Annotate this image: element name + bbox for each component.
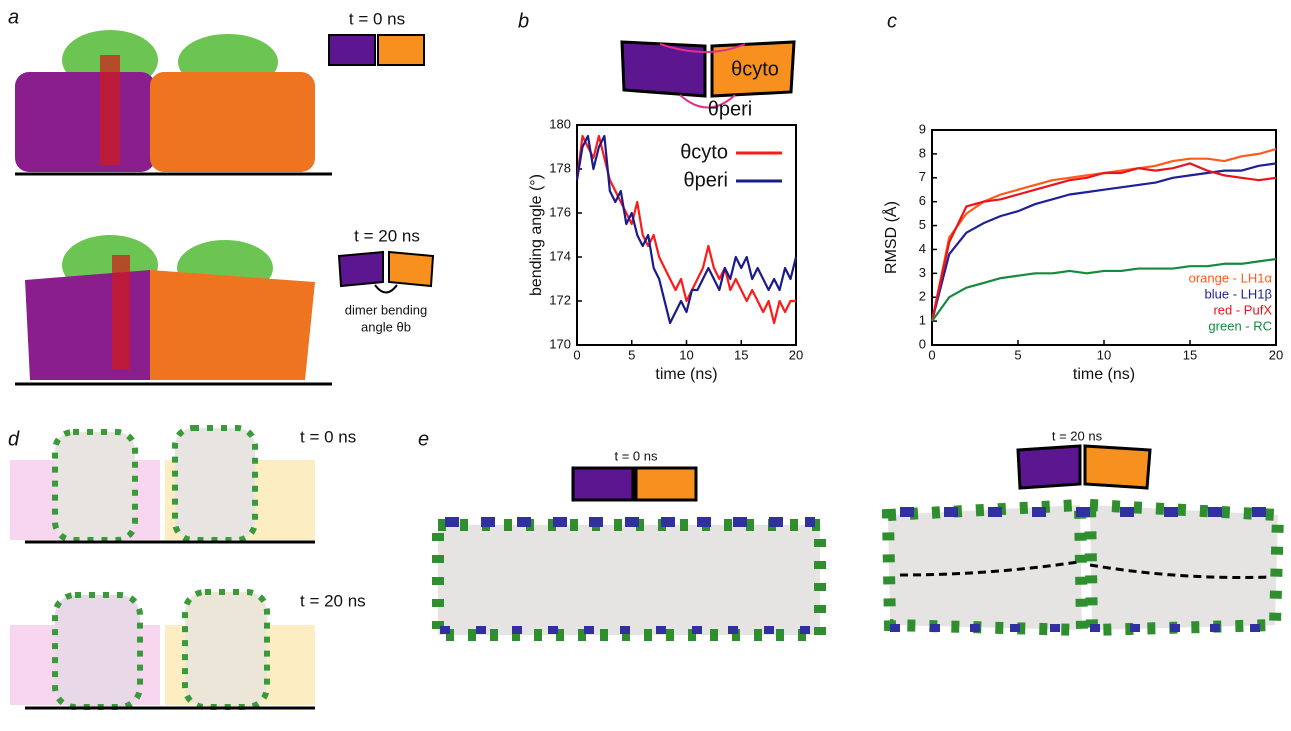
time-label: t = 0 ns: [615, 448, 658, 463]
molecule: [112, 255, 130, 370]
schematic: [636, 468, 696, 500]
x-tick-label: 20: [1269, 347, 1283, 362]
molecule: [55, 595, 140, 707]
protein-band: [888, 505, 1082, 630]
time-label: t = 20 ns: [1052, 428, 1103, 443]
y-tick-label: 2: [919, 289, 926, 304]
panel-b: b θcyto θperi: [518, 10, 794, 120]
x-axis-label: time (ns): [655, 366, 717, 383]
schematic-label: θcyto: [731, 58, 779, 80]
panel-label: b: [518, 10, 529, 32]
molecule: [150, 72, 315, 172]
molecule: [150, 270, 315, 380]
x-tick-label: 10: [1097, 347, 1111, 362]
time-label: t = 0 ns: [300, 427, 356, 446]
y-tick-label: 4: [919, 241, 926, 256]
molecule: [55, 432, 135, 540]
y-tick-label: 170: [549, 336, 571, 351]
schematic: [329, 35, 375, 65]
legend-label: θcyto: [680, 141, 728, 163]
schematic: [378, 35, 424, 65]
protein-band: [1090, 505, 1278, 630]
panel-d: d t = 0 ns t = 20 ns: [8, 427, 366, 708]
schematic: [573, 468, 633, 500]
molecule: [175, 428, 255, 540]
x-tick-label: 0: [573, 347, 580, 362]
molecule: [185, 592, 267, 707]
y-tick-label: 0: [919, 336, 926, 351]
series-line: [577, 136, 796, 323]
time-label: t = 0 ns: [349, 9, 405, 28]
y-tick-label: 9: [919, 121, 926, 136]
y-tick-label: 7: [919, 169, 926, 184]
y-tick-label: 5: [919, 217, 926, 232]
x-tick-label: 10: [679, 347, 693, 362]
x-tick-label: 0: [928, 347, 935, 362]
figure: a t = 0 ns t = 20 ns dimer bending angle…: [0, 0, 1291, 726]
panel-label: d: [8, 428, 20, 450]
molecule: [15, 72, 155, 172]
legend-label: green - RC: [1208, 318, 1272, 333]
molecule: [100, 55, 120, 165]
panel-label: c: [887, 10, 897, 32]
y-tick-label: 174: [549, 248, 571, 263]
panel-label: a: [8, 6, 19, 28]
schematic: [1085, 446, 1150, 488]
schematic: [389, 252, 433, 286]
note: dimer bending: [345, 302, 427, 317]
y-tick-label: 8: [919, 145, 926, 160]
legend-label: red - PufX: [1213, 302, 1272, 317]
x-tick-label: 15: [734, 347, 748, 362]
y-tick-label: 6: [919, 193, 926, 208]
schematic: [622, 42, 705, 96]
time-label: t = 20 ns: [300, 591, 366, 610]
note: angle θb: [361, 319, 411, 334]
y-tick-label: 172: [549, 292, 571, 307]
time-label: t = 20 ns: [354, 226, 420, 245]
y-axis-label: RMSD (Å): [881, 201, 900, 274]
protein-band: [438, 525, 820, 635]
x-tick-label: 5: [628, 347, 635, 362]
legend-label: blue - LH1β: [1205, 286, 1272, 301]
y-tick-label: 3: [919, 265, 926, 280]
schematic: [1018, 446, 1080, 488]
x-tick-label: 20: [789, 347, 803, 362]
y-tick-label: 1: [919, 313, 926, 328]
panel-label: e: [418, 428, 429, 450]
y-tick-label: 180: [549, 116, 571, 131]
legend-label: orange - LH1α: [1189, 270, 1273, 285]
schematic-label: θperi: [708, 98, 752, 120]
y-tick-label: 176: [549, 204, 571, 219]
x-tick-label: 15: [1183, 347, 1197, 362]
panel-a: a t = 0 ns t = 20 ns dimer bending angle…: [8, 6, 433, 384]
molecule: [25, 270, 150, 380]
angle-arc: [375, 285, 397, 293]
schematic: [339, 252, 383, 286]
x-axis-label: time (ns): [1073, 366, 1135, 383]
y-axis-label: bending angle (°): [528, 174, 545, 296]
legend-label: θperi: [684, 169, 728, 191]
x-tick-label: 5: [1014, 347, 1021, 362]
y-tick-label: 178: [549, 160, 571, 175]
panel-e: e t = 0 ns t = 20 ns: [418, 428, 1278, 635]
series-line: [577, 136, 796, 323]
